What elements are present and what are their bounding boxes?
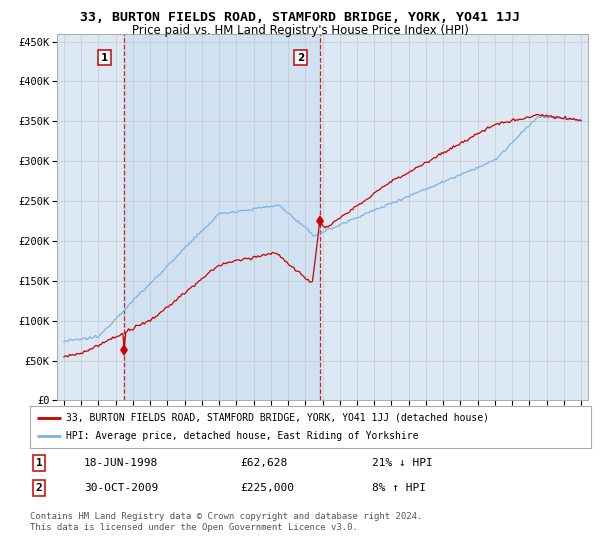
Text: £62,628: £62,628 — [240, 458, 287, 468]
Text: £225,000: £225,000 — [240, 483, 294, 493]
Text: Contains HM Land Registry data © Crown copyright and database right 2024.
This d: Contains HM Land Registry data © Crown c… — [30, 512, 422, 532]
Text: 1: 1 — [35, 458, 43, 468]
Text: 2: 2 — [297, 53, 304, 63]
Text: 1: 1 — [101, 53, 108, 63]
Text: 21% ↓ HPI: 21% ↓ HPI — [372, 458, 433, 468]
Text: 2: 2 — [35, 483, 43, 493]
Text: 33, BURTON FIELDS ROAD, STAMFORD BRIDGE, YORK, YO41 1JJ: 33, BURTON FIELDS ROAD, STAMFORD BRIDGE,… — [80, 11, 520, 24]
Text: 33, BURTON FIELDS ROAD, STAMFORD BRIDGE, YORK, YO41 1JJ (detached house): 33, BURTON FIELDS ROAD, STAMFORD BRIDGE,… — [67, 413, 490, 423]
Text: HPI: Average price, detached house, East Riding of Yorkshire: HPI: Average price, detached house, East… — [67, 431, 419, 441]
Bar — [124, 34, 320, 400]
Text: 18-JUN-1998: 18-JUN-1998 — [84, 458, 158, 468]
Text: Price paid vs. HM Land Registry's House Price Index (HPI): Price paid vs. HM Land Registry's House … — [131, 24, 469, 37]
Text: 8% ↑ HPI: 8% ↑ HPI — [372, 483, 426, 493]
Text: 30-OCT-2009: 30-OCT-2009 — [84, 483, 158, 493]
